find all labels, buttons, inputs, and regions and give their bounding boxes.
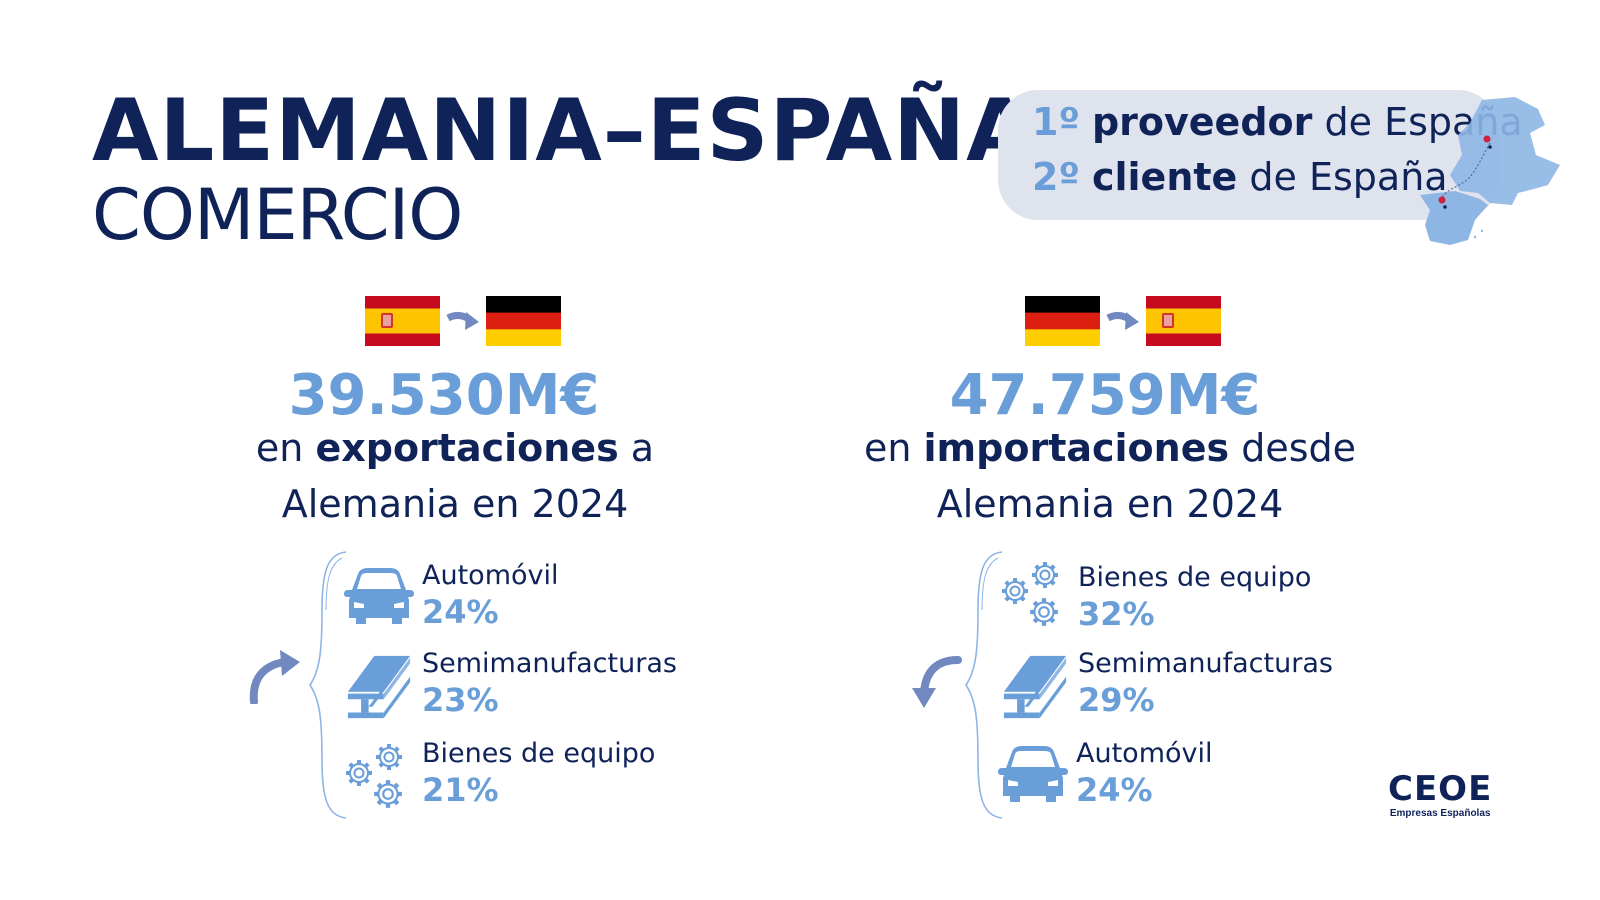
rank-context: de España — [1249, 155, 1448, 199]
item-label: Bienes de equipo — [1078, 562, 1312, 593]
item-percent: 23% — [422, 681, 499, 719]
item-percent: 21% — [422, 771, 499, 809]
item-label: Semimanufacturas — [422, 648, 677, 679]
rank-number: 2º — [1032, 155, 1080, 199]
gears-icon — [1000, 560, 1070, 630]
germany-flag-icon — [1025, 296, 1100, 346]
ceoe-logo: CEOE Empresas Españolas — [1388, 772, 1492, 819]
germany-spain-map-icon — [1420, 97, 1560, 245]
rank-number: 1º — [1032, 100, 1080, 144]
item-percent: 24% — [1076, 771, 1153, 809]
car-icon — [998, 744, 1068, 806]
desc-text: Alemania en 2024 — [936, 482, 1284, 526]
item-percent: 24% — [422, 593, 499, 631]
arrow-right-icon — [1106, 311, 1139, 330]
import-amount: 47.759M€ — [949, 363, 1261, 428]
desc-text: a — [630, 426, 655, 470]
arrow-right-icon — [446, 311, 479, 330]
item-percent: 29% — [1078, 681, 1155, 719]
logo-tagline: Empresas Españolas — [1389, 808, 1491, 819]
spain-flag-icon — [365, 296, 440, 346]
germany-flag-icon — [486, 296, 561, 346]
item-label: Semimanufacturas — [1078, 648, 1333, 679]
export-amount: 39.530M€ — [288, 363, 600, 428]
export-item-semimanufacturas: Semimanufacturas 23% — [344, 648, 677, 720]
export-description: en exportaciones a Alemania en 2024 — [180, 420, 730, 532]
spain-flag-icon — [1146, 296, 1221, 346]
flow-flags-export — [365, 296, 561, 346]
import-item-automovil: Automóvil 24% — [998, 738, 1213, 809]
import-item-bienes-equipo: Bienes de equipo 32% — [1000, 560, 1311, 633]
item-label: Automóvil — [1076, 738, 1213, 769]
page-subtitle: COMERCIO — [92, 174, 463, 256]
desc-text: en — [255, 426, 304, 470]
curved-arrow-down-icon — [912, 656, 962, 708]
steel-beam-icon — [1000, 654, 1070, 720]
item-percent: 32% — [1078, 595, 1155, 633]
badge-line-client: 2º cliente de España — [1032, 155, 1448, 199]
logo-wordmark: CEOE — [1388, 769, 1493, 809]
import-item-semimanufacturas: Semimanufacturas 29% — [1000, 648, 1333, 720]
import-description: en importaciones desde Alemania en 2024 — [820, 420, 1400, 532]
rank-role: cliente — [1091, 155, 1238, 199]
page-title: ALEMANIA–ESPAÑA — [92, 81, 1034, 181]
desc-bold: exportaciones — [315, 426, 619, 470]
item-label: Automóvil — [422, 560, 559, 591]
ranking-badge — [998, 90, 1498, 220]
curved-arrow-up-icon — [249, 650, 300, 704]
rank-role: proveedor — [1091, 100, 1313, 144]
desc-text: Alemania en 2024 — [281, 482, 629, 526]
car-icon — [344, 566, 414, 628]
item-label: Bienes de equipo — [422, 738, 656, 769]
export-item-automovil: Automóvil 24% — [344, 560, 559, 631]
desc-text: desde — [1241, 426, 1357, 470]
steel-beam-icon — [344, 654, 414, 720]
brace-icon — [308, 550, 348, 820]
flow-flags-import — [1025, 296, 1221, 346]
export-item-bienes-equipo: Bienes de equipo 21% — [344, 738, 655, 812]
desc-text: en — [863, 426, 912, 470]
gears-icon — [344, 742, 414, 812]
desc-bold: importaciones — [923, 426, 1230, 470]
